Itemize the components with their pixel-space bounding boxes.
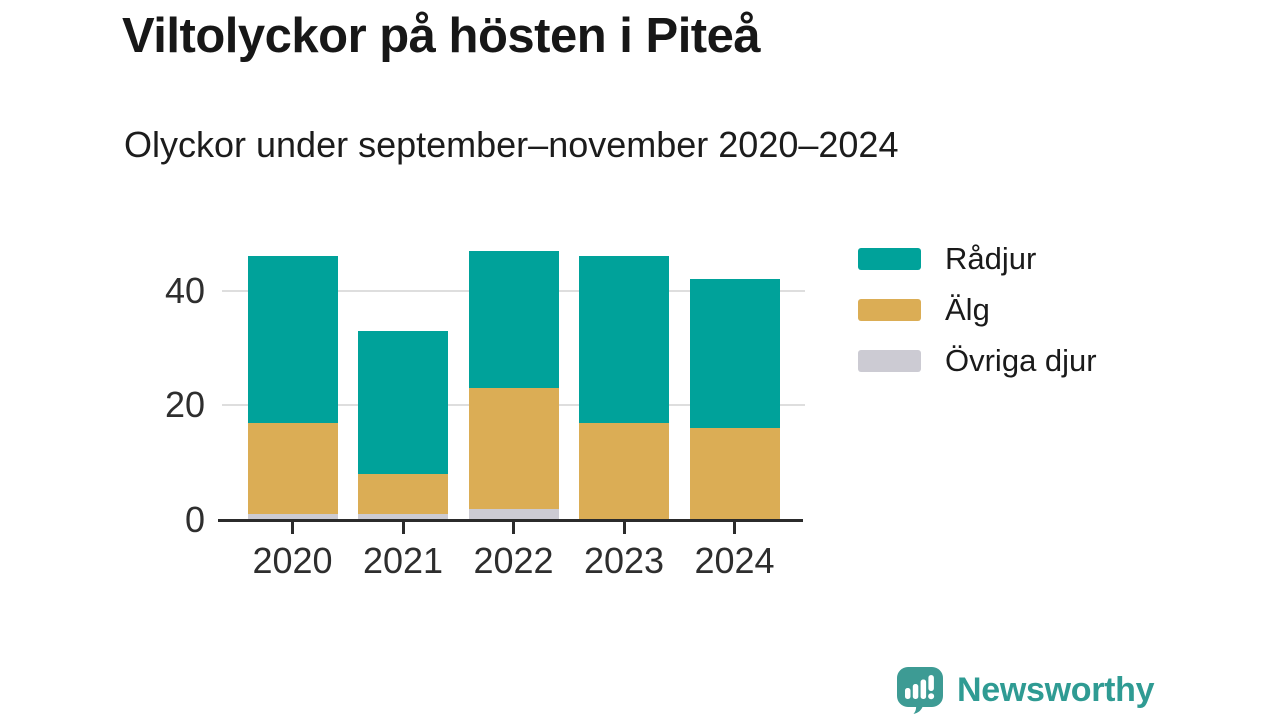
bar-segment-2021-Övriga djur — [358, 514, 448, 520]
newsworthy-logo-icon — [896, 666, 944, 715]
bar-2023 — [579, 0, 669, 520]
legend-item-Övriga djur: Övriga djur — [858, 343, 1097, 378]
page-subtitle: Olyckor under september–november 2020–20… — [124, 124, 899, 165]
bar-segment-2020-Älg — [247, 422, 338, 515]
legend-item-Älg: Älg — [858, 292, 990, 327]
legend-item-Rådjur: Rådjur — [858, 241, 1037, 276]
speech-bubble-shape — [897, 667, 943, 714]
bar-2021 — [358, 0, 448, 520]
bar-segment-2022-Älg — [468, 388, 559, 509]
x-tick-2020 — [291, 522, 294, 534]
x-axis-line — [218, 519, 803, 522]
x-axis-label-2023: 2023 — [583, 540, 665, 581]
brand-name: Newsworthy — [957, 671, 1155, 709]
x-tick-2023 — [622, 522, 626, 534]
bar-2020 — [247, 0, 338, 520]
legend-label: Övriga djur — [945, 343, 1097, 378]
bar-segment-2023-Rådjur — [579, 256, 669, 423]
x-tick-2021 — [401, 522, 405, 534]
x-axis-label-2021: 2021 — [362, 540, 444, 581]
x-tick-2022 — [512, 522, 515, 534]
bar-segment-2022-Övriga djur — [468, 508, 559, 520]
bar-segment-2020-Övriga djur — [247, 514, 338, 520]
bar-2024 — [689, 0, 780, 520]
bar-segment-2023-Älg — [579, 422, 669, 520]
y-axis-label-0: 0 — [184, 499, 205, 540]
brand-logo: Newsworthy — [896, 666, 1155, 715]
bar-2022 — [468, 0, 559, 520]
legend-swatch-Övriga djur — [858, 350, 921, 372]
bar-segment-2021-Älg — [358, 474, 448, 515]
legend-label: Rådjur — [945, 241, 1037, 276]
x-tick-2024 — [733, 522, 736, 534]
x-axis-label-2020: 2020 — [252, 540, 333, 581]
y-axis-label-40: 40 — [164, 269, 205, 311]
bar-segment-2021-Rådjur — [358, 330, 448, 475]
bar-segment-2024-Rådjur — [689, 279, 780, 429]
page-title: Viltolyckor på hösten i Piteå — [122, 9, 761, 63]
y-axis-label-20: 20 — [164, 384, 205, 426]
x-axis-label-2022: 2022 — [473, 540, 554, 581]
bar-segment-2020-Rådjur — [247, 256, 338, 423]
x-axis-label-2024: 2024 — [694, 540, 775, 581]
bar-segment-2022-Rådjur — [468, 250, 559, 389]
legend-swatch-Rådjur — [858, 248, 921, 270]
legend-label: Älg — [945, 292, 990, 327]
bar-segment-2024-Älg — [689, 428, 780, 520]
legend-swatch-Älg — [858, 299, 921, 321]
